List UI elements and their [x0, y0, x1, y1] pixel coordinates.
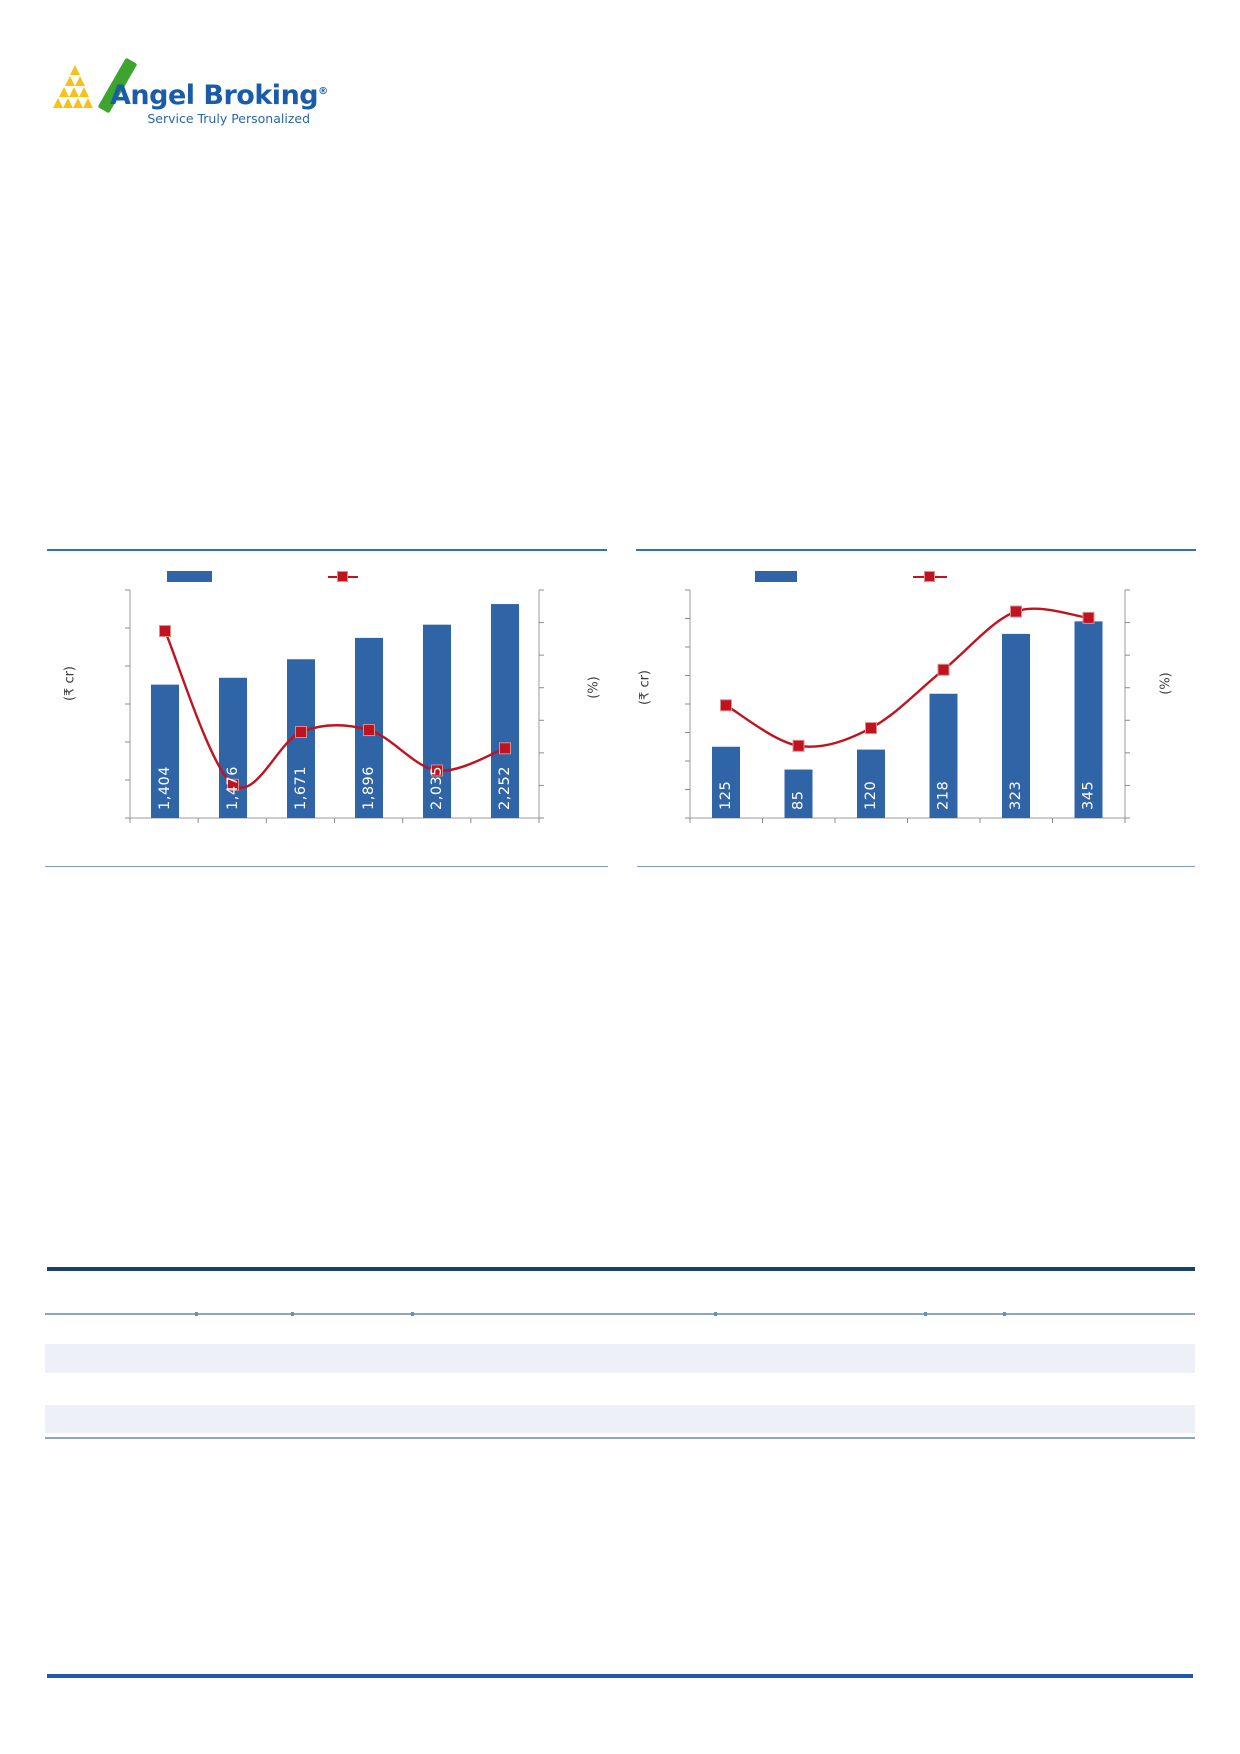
- trend-marker: [792, 739, 805, 752]
- trend-marker: [865, 722, 877, 735]
- bar: [151, 684, 179, 818]
- bar-value-label: 1,476: [225, 766, 241, 810]
- bar-value-label: 1,404: [157, 766, 173, 810]
- bar-value-label: 218: [936, 781, 952, 810]
- table-column-joint: [195, 1312, 198, 1316]
- angel-broking-logo: Angel Broking® Service Truly Personalize…: [53, 55, 328, 130]
- trend-marker: [363, 724, 375, 737]
- bar-value-label: 323: [1008, 781, 1024, 810]
- trend-marker: [720, 699, 732, 712]
- left-chart-source-rule: [45, 866, 608, 867]
- trend-marker: [431, 764, 443, 777]
- logo-triangle: [74, 76, 85, 86]
- table-header-underline: [45, 1313, 1195, 1315]
- table-row-band: [45, 1344, 1195, 1373]
- right-chart-top-rule: [636, 549, 1196, 551]
- logo-triangle: [73, 98, 83, 108]
- logo-triangle: [58, 87, 69, 97]
- logo-triangle: [64, 76, 75, 86]
- trend-marker: [159, 625, 171, 638]
- logo-triangle-row: [58, 87, 89, 97]
- trend-marker: [937, 663, 950, 676]
- right-combo-chart: 125 85 120 218 323 345: [685, 589, 1130, 823]
- right-chart-primary-axis-label: (₹ cr): [637, 669, 653, 706]
- table-column-joint: [291, 1312, 294, 1316]
- bar: [784, 769, 813, 818]
- bar-value-label: 1,896: [361, 766, 377, 810]
- left-chart-top-rule: [47, 549, 607, 551]
- table-column-joint: [411, 1312, 414, 1316]
- table-column-joint: [1003, 1312, 1006, 1316]
- right-chart-secondary-axis-label: (%): [1158, 672, 1174, 695]
- logo-triangle: [53, 98, 63, 108]
- bar: [219, 677, 247, 818]
- bar-value-label: 345: [1081, 781, 1097, 810]
- left-chart-legend-marker: [337, 571, 348, 582]
- table-column-joint: [714, 1312, 717, 1316]
- logo-triangle-row: [70, 65, 81, 75]
- left-combo-chart: 1,404 1,476 1,671 1,896 2,035 2,252: [125, 589, 544, 823]
- bar: [1002, 633, 1030, 818]
- logo-triangle: [68, 87, 79, 97]
- bar: [712, 746, 740, 818]
- right-chart-legend-bar-swatch: [755, 571, 797, 582]
- logo-triangle-row: [53, 98, 93, 108]
- bar-value-label: 125: [718, 781, 734, 810]
- brand-name: Angel Broking®: [110, 80, 328, 111]
- trend-marker: [1010, 605, 1022, 618]
- logo-triangle: [70, 65, 81, 75]
- bar: [287, 659, 315, 818]
- bar: [355, 637, 383, 818]
- bar-value-label: 85: [791, 791, 807, 810]
- table-row-band: [45, 1405, 1195, 1433]
- trend-marker: [295, 726, 307, 739]
- logo-text: Angel Broking® Service Truly Personalize…: [110, 80, 328, 126]
- trend-marker: [227, 778, 239, 791]
- brand-tagline: Service Truly Personalized: [147, 111, 310, 126]
- left-chart-primary-axis-label: (₹ cr): [62, 665, 78, 702]
- bar: [857, 749, 885, 818]
- angel-broking-logo-mark: [53, 55, 163, 115]
- left-chart-legend-bar-swatch: [167, 571, 212, 582]
- bar: [491, 604, 519, 818]
- trend-line: [163, 630, 506, 789]
- left-chart-secondary-axis-label: (%): [586, 676, 602, 699]
- right-chart-source-rule: [637, 866, 1195, 867]
- right-chart-legend-marker: [924, 571, 935, 582]
- logo-triangle: [78, 87, 89, 97]
- logo-triangle: [63, 98, 73, 108]
- trend-marker: [499, 742, 511, 755]
- bar: [929, 693, 958, 818]
- logo-triangle: [83, 98, 93, 108]
- bar: [423, 624, 451, 818]
- bar: [1074, 621, 1103, 818]
- bar-value-label: 2,252: [497, 766, 513, 810]
- trend-line: [725, 607, 1089, 748]
- registered-mark: ®: [318, 86, 328, 97]
- footer-rule: [47, 1674, 1193, 1678]
- logo-triangle-row: [64, 76, 85, 86]
- bar-value-label: 1,671: [293, 766, 309, 810]
- table-top-rule: [47, 1267, 1195, 1271]
- trend-marker: [1082, 611, 1095, 624]
- bar-value-label: 120: [863, 781, 879, 810]
- table-column-joint: [924, 1312, 927, 1316]
- bar-value-label: 2,035: [429, 766, 445, 810]
- table-bottom-rule: [45, 1437, 1195, 1439]
